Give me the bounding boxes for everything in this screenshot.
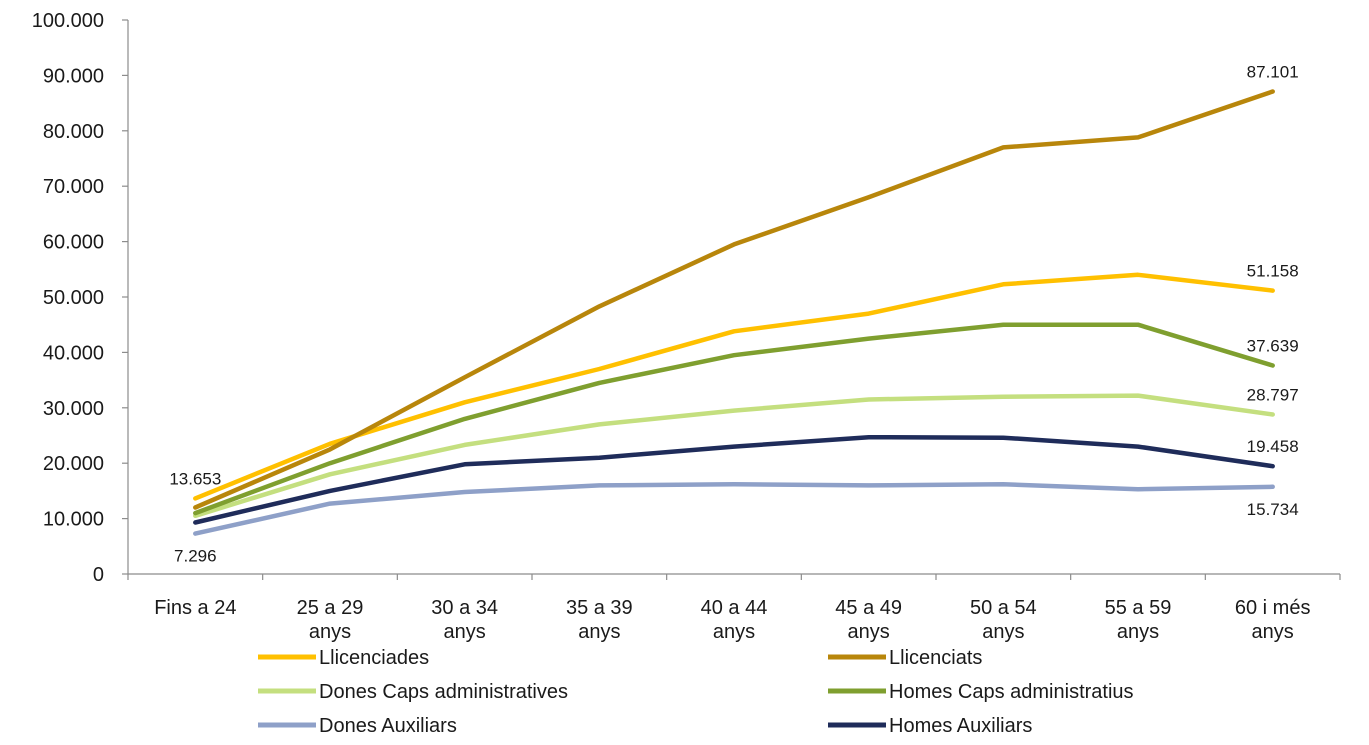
y-tick-label: 10.000 (43, 509, 104, 531)
series-line (193, 89, 1275, 510)
x-tick-label: 55 a 59 anys (1105, 597, 1172, 643)
x-tick-label: 25 a 29 anys (297, 597, 364, 643)
x-tick-label: Fins a 24 (154, 597, 236, 619)
x-tick-label: 35 a 39 anys (566, 597, 633, 643)
series-line (193, 322, 1275, 516)
data-label: 7.296 (174, 547, 217, 566)
data-label: 51.158 (1247, 262, 1299, 281)
y-tick-label: 40.000 (43, 342, 104, 364)
data-label: 28.797 (1247, 385, 1299, 404)
axes: 0 10.000 20.000 30.000 40.000 50.000 60.000 70.… (32, 10, 1341, 643)
x-tick-label: 40 a 44 anys (701, 597, 768, 643)
legend-label: Llicenciades (319, 647, 429, 669)
y-tick-label: 30.000 (43, 398, 104, 420)
data-labels: 87.101 51.158 37.639 28.797 19.458 15.734 13.6… (169, 62, 1298, 565)
legend-label: Homes Caps administratius (889, 681, 1134, 703)
legend-label: Dones Caps administratives (319, 681, 568, 703)
data-label: 37.639 (1247, 336, 1299, 355)
x-tick-label: 50 a 54 anys (970, 597, 1037, 643)
y-tick-label: 60.000 (43, 232, 104, 254)
data-label: 13.653 (169, 469, 221, 488)
data-label: 87.101 (1247, 62, 1299, 81)
x-tick-label: 30 a 34 anys (431, 597, 498, 643)
y-tick-label: 100.000 (32, 10, 104, 32)
y-tick-label: 50.000 (43, 287, 104, 309)
legend-label: Dones Auxiliars (319, 715, 457, 737)
y-tick-label: 0 (93, 564, 104, 586)
series-line (193, 272, 1275, 501)
y-tick-label: 80.000 (43, 121, 104, 143)
series-line (193, 482, 1275, 536)
legend-label: Homes Auxiliars (889, 715, 1032, 737)
data-label: 19.458 (1247, 437, 1299, 456)
x-tick-label: 45 a 49 anys (835, 597, 902, 643)
series-lines (193, 89, 1275, 536)
legend-label: Llicenciats (889, 647, 982, 669)
x-tick-label: 60 i més anys (1235, 597, 1311, 643)
series-line (193, 434, 1275, 525)
legend: Llicenciades Llicenciats Dones Caps admini… (258, 647, 1134, 737)
series-line (193, 393, 1275, 519)
y-tick-label: 20.000 (43, 453, 104, 475)
data-label: 15.734 (1247, 500, 1299, 519)
y-tick-label: 90.000 (43, 65, 104, 87)
y-tick-label: 70.000 (43, 176, 104, 198)
